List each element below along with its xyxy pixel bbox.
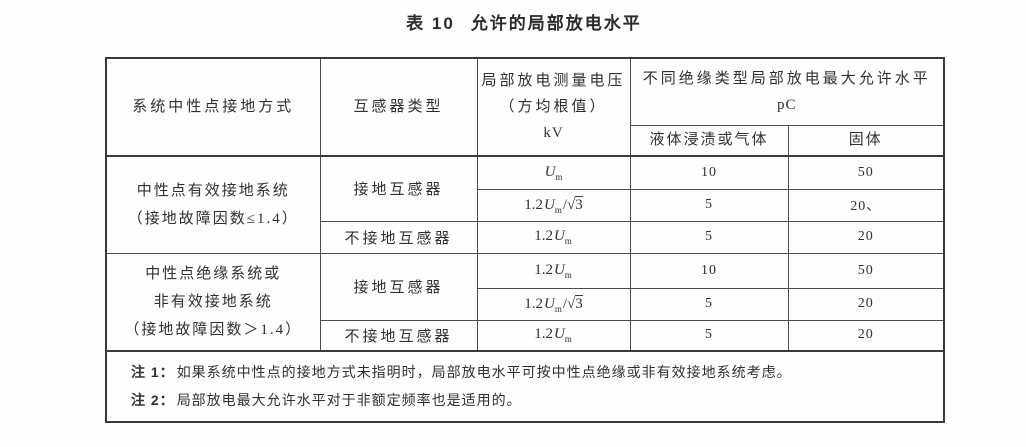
notes-row: 注 1： 如果系统中性点的接地方式未指明时，局部放电水平可按中性点绝缘或非有效接地… bbox=[105, 350, 945, 423]
header-row-main: 系统中性点接地方式 互感器类型 局部放电测量电压 （方均根值） kV 不同绝缘类… bbox=[105, 57, 945, 157]
voltage-radicand: 3 bbox=[575, 195, 583, 213]
table-row: 中性点有效接地系统 （接地故障因数≤1.4） 接地互感器 Um 10 50 bbox=[105, 155, 945, 254]
voltage-symbol: U bbox=[553, 228, 565, 244]
voltage-prefix: 1.2 bbox=[534, 326, 553, 343]
header-row-sub: 液体浸渍或气体 固体 bbox=[106, 124, 945, 157]
voltage-cell: Um bbox=[476, 155, 631, 190]
transformer-type-cell: 接地互感器 bbox=[319, 252, 478, 321]
notes-cell: 注 1： 如果系统中性点的接地方式未指明时，局部放电水平可按中性点绝缘或非有效接地… bbox=[105, 350, 945, 423]
system-line: （接地故障因数＞1.4） bbox=[124, 321, 303, 338]
liquid-gas-value: 5 bbox=[629, 188, 789, 222]
voltage-divisor-sign bbox=[572, 262, 573, 278]
note-2-text: 局部放电最大允许水平对于非额定频率也是适用的。 bbox=[176, 394, 522, 409]
voltage-divisor-sign bbox=[572, 326, 573, 342]
liquid-gas-value: 5 bbox=[629, 319, 789, 352]
voltage-subscript: m bbox=[554, 204, 562, 215]
transformer-type-cell: 不接地互感器 bbox=[319, 220, 478, 254]
voltage-subscript: m bbox=[555, 171, 563, 182]
voltage-divisor-sign: /√ bbox=[562, 295, 576, 312]
voltage-subscript: m bbox=[554, 303, 562, 314]
liquid-gas-value: 10 bbox=[629, 155, 789, 190]
table-number: 表 10 bbox=[406, 14, 455, 33]
header-voltage-unit: kV bbox=[543, 125, 564, 141]
voltage-divisor-sign bbox=[572, 228, 573, 244]
voltage-subscript: m bbox=[564, 334, 572, 345]
voltage-subscript: m bbox=[564, 236, 572, 246]
table-row: 1.2Um/√3 5 20 bbox=[106, 287, 945, 321]
voltage-symbol: U bbox=[543, 295, 555, 312]
voltage-cell: 1.2Um bbox=[476, 319, 631, 352]
voltage-cell: 1.2Um/√3 bbox=[476, 188, 631, 222]
system-grounding-cell: 中性点有效接地系统 （接地故障因数≤1.4） bbox=[105, 155, 321, 254]
table-title-text: 允许的局部放电水平 bbox=[470, 14, 642, 33]
transformer-type-cell: 不接地互感器 bbox=[319, 319, 478, 352]
solid-value: 20、 bbox=[787, 188, 945, 222]
voltage-symbol: U bbox=[553, 326, 565, 343]
voltage-symbol: U bbox=[543, 196, 555, 213]
table-title: 表 10 允许的局部放电水平 bbox=[105, 9, 943, 34]
note-1-text: 如果系统中性点的接地方式未指明时，局部放电水平可按中性点绝缘或非有效接地系统考虑… bbox=[176, 366, 792, 381]
note-2: 注 2： 局部放电最大允许水平对于非额定频率也是适用的。 bbox=[131, 387, 933, 415]
header-measurement-voltage: 局部放电测量电压 （方均根值） kV bbox=[476, 57, 631, 157]
solid-value: 50 bbox=[787, 155, 945, 190]
note-1-label: 注 1： bbox=[131, 364, 175, 380]
voltage-cell: 1.2Um bbox=[476, 252, 631, 289]
transformer-type-cell: 接地互感器 bbox=[319, 155, 478, 222]
system-line: 中性点有效接地系统 bbox=[136, 182, 290, 199]
table-row: 中性点绝缘系统或 非有效接地系统 （接地故障因数＞1.4） 接地互感器 1.2U… bbox=[105, 252, 945, 352]
liquid-gas-value: 5 bbox=[629, 220, 789, 254]
voltage-symbol: U bbox=[553, 261, 565, 278]
header-pd-max-level: 不同绝缘类型局部放电最大允许水平 pC bbox=[629, 57, 945, 126]
solid-value: 50 bbox=[787, 252, 945, 289]
solid-value: 20 bbox=[787, 220, 945, 254]
voltage-prefix: 1.2 bbox=[534, 228, 553, 244]
header-voltage-line: （方均根值） bbox=[499, 99, 608, 115]
system-line: （接地故障因数≤1.4） bbox=[127, 210, 299, 227]
liquid-gas-value: 10 bbox=[629, 252, 789, 289]
header-voltage-line: 局部放电测量电压 bbox=[481, 73, 626, 89]
voltage-subscript: m bbox=[564, 269, 572, 280]
voltage-cell: 1.2Um bbox=[476, 220, 631, 254]
voltage-prefix: 1.2 bbox=[524, 295, 543, 312]
voltage-radicand: 3 bbox=[575, 294, 583, 312]
solid-value: 20 bbox=[787, 319, 945, 352]
note-2-label: 注 2： bbox=[131, 392, 175, 408]
liquid-gas-value: 5 bbox=[629, 287, 789, 321]
partial-discharge-table: 系统中性点接地方式 互感器类型 局部放电测量电压 （方均根值） kV 不同绝缘类… bbox=[105, 57, 946, 423]
solid-value: 20 bbox=[787, 287, 945, 321]
header-system-grounding: 系统中性点接地方式 bbox=[105, 57, 321, 157]
system-line: 中性点绝缘系统或 bbox=[145, 265, 282, 282]
header-pd-title: 不同绝缘类型局部放电最大允许水平 bbox=[642, 70, 931, 87]
system-grounding-cell: 中性点绝缘系统或 非有效接地系统 （接地故障因数＞1.4） bbox=[105, 252, 321, 352]
header-pd-unit: pC bbox=[777, 96, 797, 113]
voltage-divisor-sign bbox=[562, 164, 563, 180]
note-1: 注 1： 如果系统中性点的接地方式未指明时，局部放电水平可按中性点绝缘或非有效接地… bbox=[131, 359, 933, 387]
voltage-prefix: 1.2 bbox=[524, 196, 543, 213]
voltage-prefix: 1.2 bbox=[534, 261, 553, 278]
table-row: 1.2Um/√3 5 20、 bbox=[106, 188, 945, 222]
table-row: 不接地互感器 1.2Um 5 20 bbox=[106, 319, 945, 352]
voltage-cell: 1.2Um/√3 bbox=[476, 287, 631, 321]
header-transformer-type: 互感器类型 bbox=[319, 57, 478, 157]
voltage-symbol: U bbox=[544, 163, 556, 180]
system-line: 非有效接地系统 bbox=[153, 293, 273, 310]
header-solid: 固体 bbox=[787, 124, 945, 157]
header-liquid-gas: 液体浸渍或气体 bbox=[629, 124, 789, 157]
voltage-divisor-sign: /√ bbox=[562, 196, 576, 213]
